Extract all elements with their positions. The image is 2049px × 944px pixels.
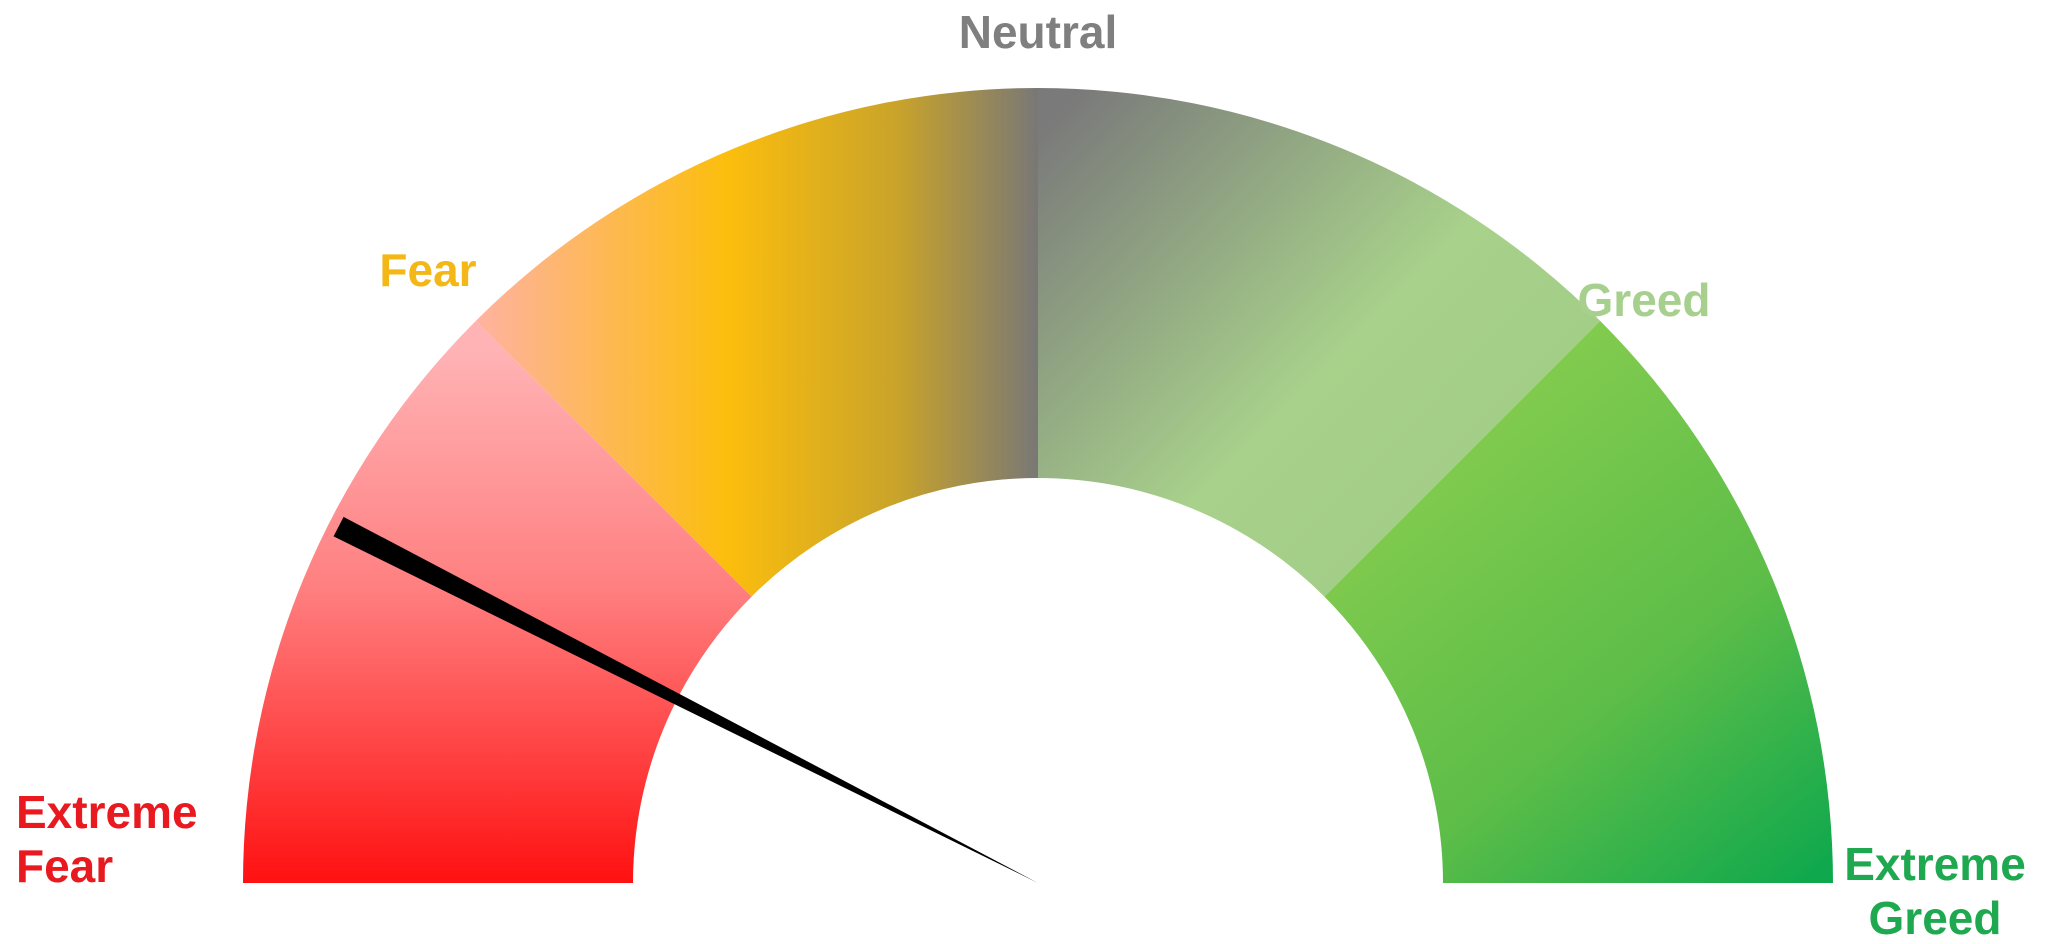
gauge-labels: Extreme Fear Fear Neutral Greed Extreme Greed bbox=[16, 6, 2026, 944]
label-greed: Greed bbox=[1578, 274, 1711, 326]
segment-extreme-greed bbox=[1324, 320, 1833, 883]
label-fear: Fear bbox=[379, 244, 476, 296]
label-extreme-greed: Extreme Greed bbox=[1844, 838, 2026, 944]
gauge-segments bbox=[243, 88, 1833, 883]
label-extreme-fear: Extreme Fear bbox=[16, 786, 198, 892]
segment-fear bbox=[475, 88, 1038, 597]
label-neutral: Neutral bbox=[959, 6, 1117, 58]
gauge-needle-group bbox=[333, 516, 1038, 883]
segment-greed bbox=[1038, 88, 1601, 597]
gauge-needle bbox=[333, 516, 1038, 883]
